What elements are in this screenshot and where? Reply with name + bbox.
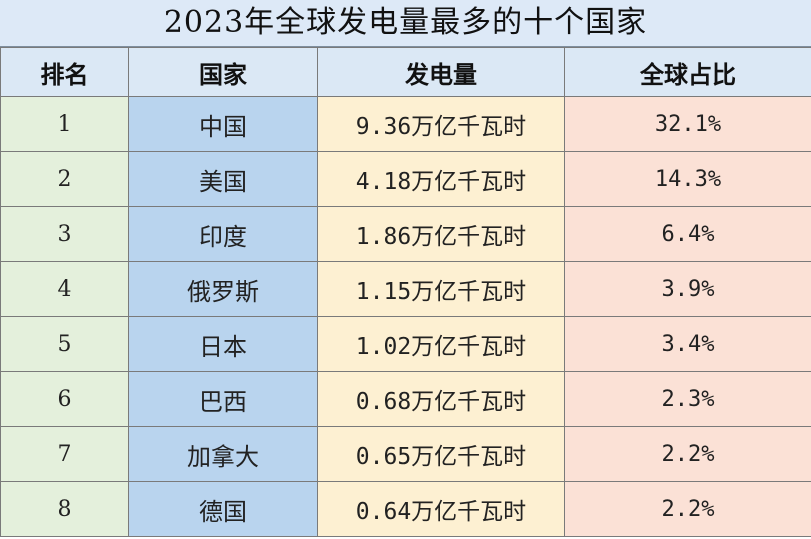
share-cell: 2.2% bbox=[564, 481, 811, 537]
share-cell: 3.9% bbox=[564, 261, 811, 317]
rank-cell: 2 bbox=[0, 151, 129, 207]
share-cell: 6.4% bbox=[564, 206, 811, 262]
share-cell: 2.3% bbox=[564, 371, 811, 427]
country-cell: 印度 bbox=[128, 206, 318, 262]
share-cell: 14.3% bbox=[564, 151, 811, 207]
country-cell: 美国 bbox=[128, 151, 318, 207]
table-row: 2 美国 4.18万亿千瓦时 14.3% bbox=[0, 151, 811, 207]
rank-cell: 4 bbox=[0, 261, 129, 317]
rank-cell: 8 bbox=[0, 481, 129, 537]
rank-cell: 5 bbox=[0, 316, 129, 372]
header-generation: 发电量 bbox=[317, 47, 565, 97]
table-row: 1 中国 9.36万亿千瓦时 32.1% bbox=[0, 96, 811, 152]
generation-cell: 0.64万亿千瓦时 bbox=[317, 481, 565, 537]
table-row: 7 加拿大 0.65万亿千瓦时 2.2% bbox=[0, 426, 811, 482]
generation-cell: 0.68万亿千瓦时 bbox=[317, 371, 565, 427]
rank-cell: 6 bbox=[0, 371, 129, 427]
generation-table: 排名 国家 发电量 全球占比 1 中国 9.36万亿千瓦时 32.1% 2 美国 4.18万… bbox=[0, 47, 811, 537]
header-share: 全球占比 bbox=[564, 47, 811, 97]
header-rank: 排名 bbox=[0, 47, 129, 97]
generation-cell: 0.65万亿千瓦时 bbox=[317, 426, 565, 482]
table-body: 1 中国 9.36万亿千瓦时 32.1% 2 美国 4.18万亿千瓦时 14.3% 3 印度 1.8… bbox=[0, 96, 811, 537]
generation-cell: 1.15万亿千瓦时 bbox=[317, 261, 565, 317]
country-cell: 加拿大 bbox=[128, 426, 318, 482]
generation-cell: 4.18万亿千瓦时 bbox=[317, 151, 565, 207]
share-cell: 32.1% bbox=[564, 96, 811, 152]
header-row: 排名 国家 发电量 全球占比 bbox=[0, 47, 811, 97]
country-cell: 中国 bbox=[128, 96, 318, 152]
rank-cell: 7 bbox=[0, 426, 129, 482]
country-cell: 德国 bbox=[128, 481, 318, 537]
country-cell: 俄罗斯 bbox=[128, 261, 318, 317]
generation-cell: 1.02万亿千瓦时 bbox=[317, 316, 565, 372]
table-row: 6 巴西 0.68万亿千瓦时 2.3% bbox=[0, 371, 811, 427]
country-cell: 巴西 bbox=[128, 371, 318, 427]
rank-cell: 1 bbox=[0, 96, 129, 152]
table-row: 8 德国 0.64万亿千瓦时 2.2% bbox=[0, 481, 811, 537]
share-cell: 3.4% bbox=[564, 316, 811, 372]
generation-cell: 1.86万亿千瓦时 bbox=[317, 206, 565, 262]
table-row: 3 印度 1.86万亿千瓦时 6.4% bbox=[0, 206, 811, 262]
table-title: 2023年全球发电量最多的十个国家 bbox=[0, 0, 811, 47]
table-row: 4 俄罗斯 1.15万亿千瓦时 3.9% bbox=[0, 261, 811, 317]
table-row: 5 日本 1.02万亿千瓦时 3.4% bbox=[0, 316, 811, 372]
generation-cell: 9.36万亿千瓦时 bbox=[317, 96, 565, 152]
country-cell: 日本 bbox=[128, 316, 318, 372]
share-cell: 2.2% bbox=[564, 426, 811, 482]
header-country: 国家 bbox=[128, 47, 318, 97]
rank-cell: 3 bbox=[0, 206, 129, 262]
